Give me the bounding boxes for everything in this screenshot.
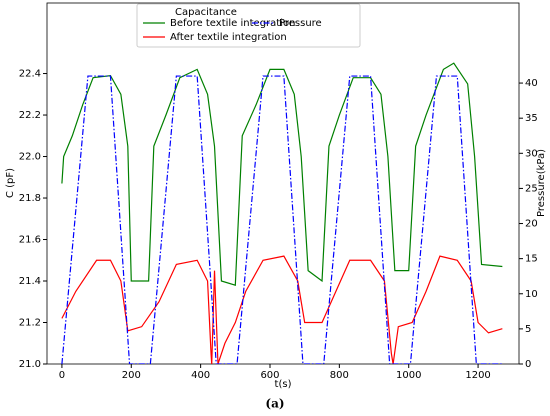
x-axis-label: t(s): [275, 379, 292, 390]
y2-tick-label: 25: [525, 183, 538, 194]
y-tick-label: 22.4: [19, 69, 41, 80]
y-axis-label: C (pF): [5, 168, 16, 198]
x-tick-label: 1000: [396, 370, 421, 381]
y2-tick-label: 35: [525, 113, 538, 124]
legend-label: Pressure: [279, 18, 322, 29]
y2-tick-label: 5: [525, 324, 531, 335]
x-tick-label: 0: [59, 370, 65, 381]
x-tick-label: 200: [122, 370, 141, 381]
y-tick-label: 21.0: [19, 359, 41, 370]
legend-box: [136, 3, 361, 48]
series-line: [61, 75, 503, 364]
y-tick-label: 21.4: [19, 276, 41, 287]
y2-tick-label: 30: [525, 148, 538, 159]
y2-tick-label: 20: [525, 219, 538, 230]
y-tick-label: 21.2: [19, 318, 41, 329]
y-tick-label: 22.0: [19, 152, 41, 163]
x-tick-label: 800: [330, 370, 349, 381]
caption: (a): [265, 397, 284, 411]
series-line: [61, 255, 503, 364]
y2-axis-label: Pressure(kPa): [536, 149, 547, 217]
legend-title: Capacitance: [175, 7, 237, 18]
plot-frame: [46, 2, 520, 365]
y2-tick-label: 0: [525, 359, 531, 370]
legend-label: Before textile integration: [170, 18, 295, 29]
plot-area: [61, 62, 503, 364]
x-tick-label: 1200: [465, 370, 490, 381]
legend-label: After textile integration: [170, 32, 287, 43]
y-tick-label: 22.2: [19, 110, 41, 121]
y-tick-label: 21.8: [19, 193, 41, 204]
y-tick-label: 21.6: [19, 235, 41, 246]
x-tick-label: 400: [191, 370, 210, 381]
x-tick-label: 600: [260, 370, 279, 381]
y2-tick-label: 10: [525, 289, 538, 300]
series-line: [61, 62, 503, 286]
y2-tick-label: 40: [525, 78, 538, 89]
legend: Capacitance Before textile integration Af…: [136, 3, 361, 48]
y2-tick-label: 15: [525, 254, 538, 265]
